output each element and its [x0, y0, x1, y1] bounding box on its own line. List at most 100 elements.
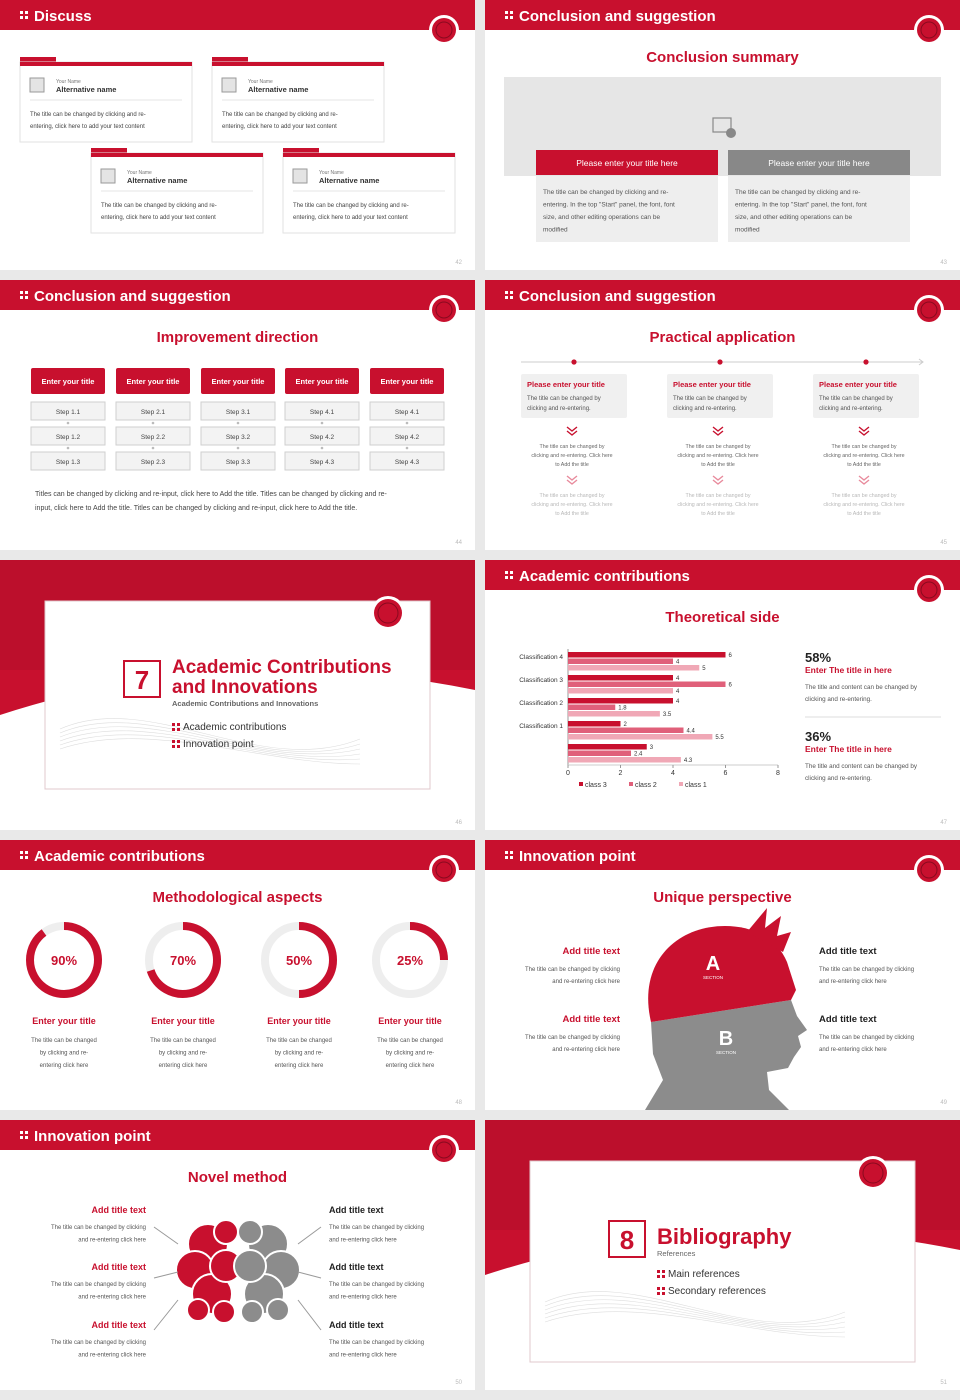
column-title: Enter your title — [42, 377, 95, 386]
card-tab — [283, 148, 319, 155]
item-text: and re-entering click here — [552, 1047, 620, 1053]
image-icon — [221, 77, 237, 93]
item-text: by clicking and re- — [40, 1051, 88, 1057]
section-title: and Innovations — [172, 677, 318, 698]
step-label: Step 3.1 — [226, 409, 251, 416]
step-dot — [405, 421, 409, 425]
page-number: 50 — [455, 1380, 462, 1386]
bar — [568, 658, 673, 664]
header-title: Conclusion and suggestion — [519, 8, 716, 25]
chevron — [566, 475, 578, 481]
connector — [153, 1271, 179, 1279]
image-icon — [100, 168, 116, 184]
data-label: 4 — [676, 676, 680, 682]
item-text: entering click here — [159, 1063, 208, 1069]
item-text: and re-entering click here — [78, 1353, 146, 1359]
section-label: SECTION — [716, 1050, 736, 1055]
ring-arc — [26, 922, 102, 998]
subtitle: Novel method — [188, 1169, 287, 1186]
section-label: SECTION — [703, 975, 723, 980]
slide-background — [0, 840, 475, 1110]
page-number: 51 — [940, 1380, 947, 1386]
step-box — [30, 426, 106, 446]
stat-value: 36% — [805, 729, 831, 744]
item-title: Add title text — [329, 1205, 384, 1215]
item-text: by clicking and re- — [275, 1051, 323, 1057]
chevron — [858, 479, 870, 485]
step-label: Step 1.2 — [56, 434, 81, 441]
header-bar — [0, 280, 475, 310]
ring-label: 50% — [286, 953, 312, 968]
chevron — [858, 430, 870, 436]
card-name: Alternative name — [127, 176, 187, 185]
data-label: 4.3 — [684, 758, 693, 764]
data-label: 4 — [676, 699, 680, 705]
item-title: Add title text — [91, 1320, 146, 1330]
icon-dot — [510, 291, 513, 294]
step-label: Step 2.3 — [141, 459, 166, 466]
item-title: Add title text — [329, 1320, 384, 1330]
page-number: 44 — [455, 540, 462, 546]
icon-dot — [510, 11, 513, 14]
brain-lobe — [266, 1298, 290, 1322]
image-icon — [712, 117, 732, 133]
column-title: Enter your title — [212, 377, 265, 386]
brain-lobe — [186, 1298, 210, 1322]
bar — [568, 734, 713, 740]
card-tab — [20, 57, 56, 64]
item-text: by clicking and re- — [159, 1051, 207, 1057]
stat-title: Enter The title in here — [805, 744, 892, 754]
x-tick-label: 4 — [671, 770, 675, 777]
detail-text: to Add the title — [847, 511, 881, 517]
column-box — [521, 374, 627, 418]
card-label: Your Name — [319, 170, 344, 176]
item-title: Add title text — [91, 1262, 146, 1272]
step-box — [369, 401, 445, 421]
data-label: 6 — [729, 683, 733, 689]
header-bar — [485, 0, 960, 30]
data-label: 1.8 — [618, 706, 627, 712]
ring-label: 90% — [51, 953, 77, 968]
chevron — [858, 426, 870, 432]
wave — [544, 1291, 846, 1323]
data-label: 4 — [676, 660, 680, 666]
title-button — [536, 150, 718, 175]
card-text: entering, click here to add your text co… — [222, 124, 337, 130]
step-box — [30, 451, 106, 471]
column-header — [285, 368, 359, 394]
text-box — [536, 176, 718, 242]
text-box — [728, 176, 910, 242]
icon-dot — [505, 291, 508, 294]
ring-label: 70% — [170, 953, 196, 968]
data-label: 5.5 — [715, 735, 724, 741]
step-label: Step 1.3 — [56, 459, 81, 466]
icon-dot — [510, 576, 513, 579]
legend-label: class 3 — [585, 782, 607, 789]
chevron — [712, 426, 724, 432]
section-card — [529, 1160, 916, 1363]
step-box — [30, 401, 106, 421]
header-title: Discuss — [34, 8, 92, 25]
head-upper — [648, 926, 796, 1022]
detail-text: to Add the title — [701, 511, 735, 517]
emblem — [862, 1162, 884, 1184]
column-box — [813, 374, 919, 418]
detail-text: clicking and re-entering. Click here — [677, 502, 758, 508]
detail-text: The title can be changed by — [831, 493, 896, 499]
step-dot — [320, 446, 324, 450]
x-tick-label: 8 — [776, 770, 780, 777]
timeline-dot — [717, 359, 723, 365]
bar — [568, 711, 660, 717]
icon-dot — [25, 851, 28, 854]
x-tick-label: 2 — [619, 770, 623, 777]
step-label: Step 4.2 — [310, 434, 335, 441]
data-label: 5 — [702, 666, 706, 672]
column-text: The title can be changed by — [527, 396, 601, 402]
wave — [59, 722, 361, 752]
page-number: 45 — [940, 540, 947, 546]
bar — [568, 744, 647, 750]
chevron — [858, 475, 870, 481]
step-box — [369, 451, 445, 471]
